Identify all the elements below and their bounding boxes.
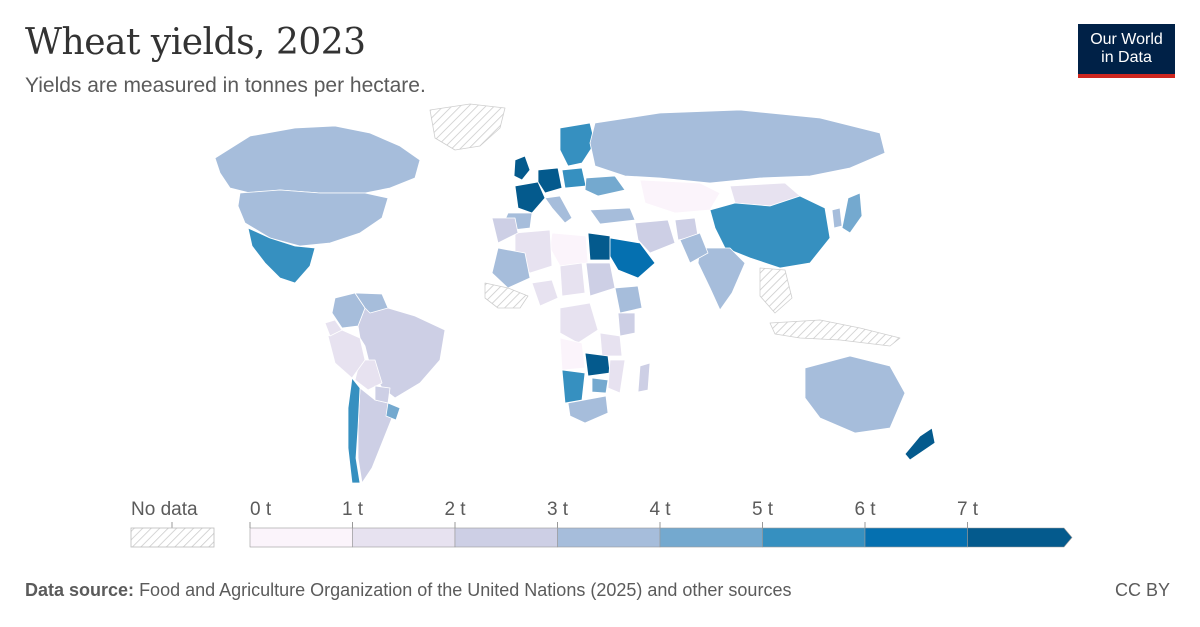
region-south-africa[interactable]: South Africa xyxy=(567,395,609,424)
region-greenland[interactable]: Greenland xyxy=(429,103,506,151)
legend-bin-6[interactable] xyxy=(864,527,968,548)
region-west-africa-coast[interactable]: West Africa coast xyxy=(484,282,529,309)
region-new-zealand[interactable]: New Zealand xyxy=(904,427,936,461)
region-madagascar[interactable]: Madagascar xyxy=(637,362,651,393)
region-venezuela[interactable]: Venezuela xyxy=(354,292,389,314)
legend-tick-label-3: 3 t xyxy=(547,499,569,520)
legend-bin-7[interactable] xyxy=(967,527,1073,548)
region-russia[interactable]: Russia xyxy=(589,109,886,184)
region-iran[interactable]: Iran xyxy=(634,219,676,254)
region-mexico[interactable]: Mexico xyxy=(247,227,316,284)
region-paraguay[interactable]: Paraguay xyxy=(374,385,391,404)
region-ecuador[interactable]: Ecuador xyxy=(324,319,343,337)
legend-tick-label-6: 6 t xyxy=(854,499,876,520)
legend-tick-label-4: 4 t xyxy=(649,499,671,520)
legend-bin-5[interactable] xyxy=(762,527,866,548)
region-libya[interactable]: Libya xyxy=(549,232,589,267)
data-source-text: Food and Agriculture Organization of the… xyxy=(139,580,792,600)
data-source: Data source: Food and Agriculture Organi… xyxy=(25,580,791,601)
license[interactable]: CC BY xyxy=(1114,580,1170,600)
region-mozambique[interactable]: Mozambique xyxy=(607,359,626,394)
region-egypt[interactable]: Egypt xyxy=(587,232,611,261)
region-angola[interactable]: Angola xyxy=(559,337,586,371)
region-zambia[interactable]: Zambia xyxy=(584,352,611,377)
region-chad[interactable]: Chad xyxy=(559,262,586,297)
region-kenya[interactable]: Kenya xyxy=(617,312,636,337)
chart-subtitle: Yields are measured in tonnes per hectar… xyxy=(25,74,426,97)
region-indonesia[interactable]: Indonesia xyxy=(769,319,901,347)
legend-bin-0[interactable] xyxy=(249,527,353,548)
world-map: CanadaUnited StatesMexicoGreenlandBrazil… xyxy=(214,103,936,484)
legend-tick-label-0: 0 t xyxy=(250,499,272,520)
region-turkey[interactable]: Turkey xyxy=(589,207,636,225)
region-uruguay[interactable]: Uruguay xyxy=(385,402,401,421)
legend-bin-1[interactable] xyxy=(352,527,456,548)
region-japan[interactable]: Japan xyxy=(841,192,863,234)
region-canada[interactable]: Canada xyxy=(214,125,421,194)
region-southeast-asia[interactable]: Southeast Asia xyxy=(759,267,793,314)
region-france[interactable]: France xyxy=(514,181,546,214)
region-china[interactable]: China xyxy=(709,195,831,269)
region-scandinavia[interactable]: Scandinavia xyxy=(559,122,596,167)
legend-tick-label-5: 5 t xyxy=(752,499,774,520)
region-ukraine[interactable]: Ukraine xyxy=(584,175,626,197)
legend-no-data-swatch xyxy=(130,527,215,548)
region-sudan[interactable]: Sudan xyxy=(585,262,616,297)
region-tanzania[interactable]: Tanzania xyxy=(599,332,623,357)
region-kazakhstan[interactable]: Kazakhstan xyxy=(639,179,721,214)
region-chile[interactable]: Chile xyxy=(347,377,361,484)
legend-no-data-label: No data xyxy=(131,499,198,520)
region-zimbabwe[interactable]: Zimbabwe xyxy=(591,377,609,394)
region-morocco[interactable]: Morocco xyxy=(491,217,519,244)
legend-bin-4[interactable] xyxy=(659,527,763,548)
region-italy[interactable]: Italy xyxy=(544,195,573,224)
region-poland[interactable]: Poland xyxy=(561,167,587,189)
logo-line-2: in Data xyxy=(1101,49,1152,66)
legend-tick-label-2: 2 t xyxy=(444,499,466,520)
region-namibia[interactable]: Namibia xyxy=(561,369,586,404)
region-mali[interactable]: Mali xyxy=(491,247,531,289)
region-india[interactable]: India xyxy=(697,247,746,311)
data-source-label: Data source: xyxy=(25,580,135,600)
logo-line-1: Our World xyxy=(1090,31,1163,48)
region-korea[interactable]: Korea xyxy=(831,207,843,229)
chart-title: Wheat yields, 2023 xyxy=(25,22,366,63)
region-united-states[interactable]: United States xyxy=(237,189,389,247)
region-germany[interactable]: Germany xyxy=(537,167,563,194)
region-ethiopia[interactable]: Ethiopia xyxy=(614,285,643,314)
legend-bin-3[interactable] xyxy=(557,527,661,548)
region-pakistan[interactable]: Pakistan xyxy=(679,232,709,264)
region-australia[interactable]: Australia xyxy=(804,355,906,434)
legend-tick-label-7: 7 t xyxy=(957,499,979,520)
legend-tick-label-1: 1 t xyxy=(342,499,364,520)
legend-bin-2[interactable] xyxy=(454,527,558,548)
owid-logo[interactable]: Our World in Data xyxy=(1078,24,1175,78)
region-united-kingdom[interactable]: United Kingdom xyxy=(513,155,531,181)
region-dr-congo[interactable]: DR Congo xyxy=(559,302,599,344)
region-nigeria[interactable]: Nigeria xyxy=(531,279,559,307)
